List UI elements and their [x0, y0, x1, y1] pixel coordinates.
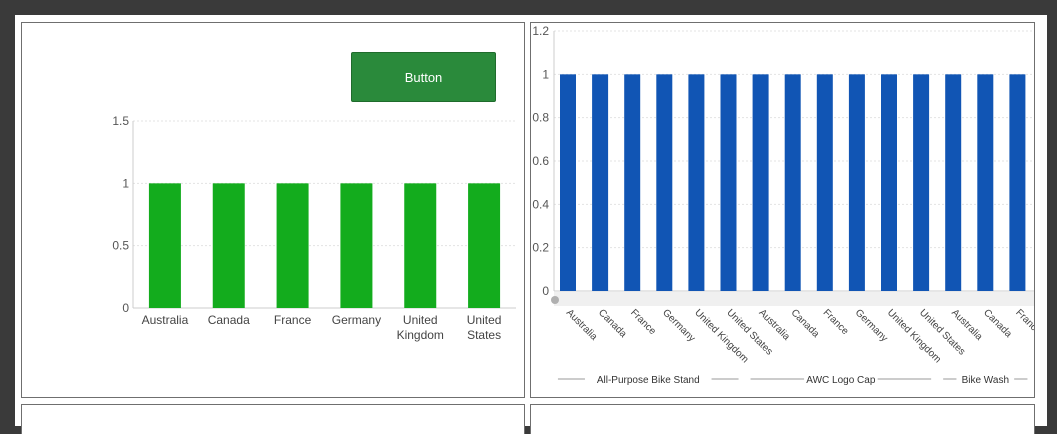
x-tick-label: United — [403, 313, 438, 327]
x-tick-label: Germany — [853, 307, 890, 344]
group-label: All-Purpose Bike Stand — [597, 375, 700, 386]
bar — [913, 74, 930, 291]
bar — [560, 74, 576, 291]
bar — [148, 183, 181, 308]
y-tick-label: 0.8 — [532, 111, 549, 125]
y-tick-label: 1.2 — [532, 24, 549, 38]
bar — [468, 183, 501, 308]
x-tick-label: France — [1013, 307, 1034, 337]
group-label: Bike Wash — [962, 375, 1009, 386]
bar — [656, 74, 673, 291]
y-tick-label: 1.5 — [112, 114, 129, 128]
scrollbar-track — [554, 292, 1034, 306]
bar — [816, 74, 833, 291]
x-tick-label: Australia — [142, 313, 189, 327]
bar — [212, 183, 245, 308]
chart-panel-bottom-right — [530, 404, 1035, 434]
x-tick-label: Germany — [660, 307, 697, 344]
chart-panel-bottom-left — [21, 404, 525, 434]
x-tick-label: Canada — [789, 307, 822, 340]
x-tick-label: France — [274, 313, 312, 327]
x-tick-label: Germany — [332, 313, 381, 327]
bar — [340, 183, 373, 308]
x-tick-label: United — [467, 313, 502, 327]
y-tick-label: 0 — [122, 301, 129, 315]
bar — [1009, 74, 1026, 291]
x-tick-label: Canada — [981, 307, 1014, 340]
bar — [977, 74, 994, 291]
y-tick-label: 0.6 — [532, 154, 549, 168]
action-button[interactable]: Button — [351, 52, 496, 102]
bar — [752, 74, 769, 291]
y-tick-label: 1 — [122, 176, 129, 190]
bar — [945, 74, 962, 291]
chart-panel-left: Button 0 0.5 1 1.5 Australia Canada France Germ… — [21, 22, 525, 398]
x-tick-label: France — [628, 307, 658, 337]
x-tick-label: States — [467, 328, 501, 342]
bar — [688, 74, 705, 291]
scrollbar-handle[interactable] — [551, 296, 559, 304]
x-tick-label: Kingdom — [397, 328, 444, 342]
bar — [404, 183, 437, 308]
bar — [592, 74, 609, 291]
y-tick-label: 0.5 — [112, 239, 129, 253]
y-tick-label: 0.2 — [532, 241, 549, 255]
bar — [276, 183, 309, 308]
y-tick-label: 0 — [542, 284, 549, 298]
y-tick-label: 0.4 — [532, 197, 549, 211]
chart-panel-right: 0 0.2 0.4 0.6 0.8 1 1.2 Australia Canada France Ge… — [530, 22, 1035, 398]
x-tick-label: Australia — [564, 307, 600, 343]
bar — [784, 74, 801, 291]
x-tick-label: Canada — [208, 313, 250, 327]
group-label: AWC Logo Cap — [806, 375, 876, 386]
bar-chart-left: 0 0.5 1 1.5 Australia Canada France Germany Unit… — [112, 114, 516, 342]
bar — [881, 74, 897, 291]
bar — [848, 74, 865, 291]
x-tick-label: Canada — [596, 307, 629, 340]
x-tick-label: France — [821, 307, 851, 337]
bar — [624, 74, 641, 291]
y-tick-label: 1 — [542, 67, 549, 81]
bar — [720, 74, 737, 291]
